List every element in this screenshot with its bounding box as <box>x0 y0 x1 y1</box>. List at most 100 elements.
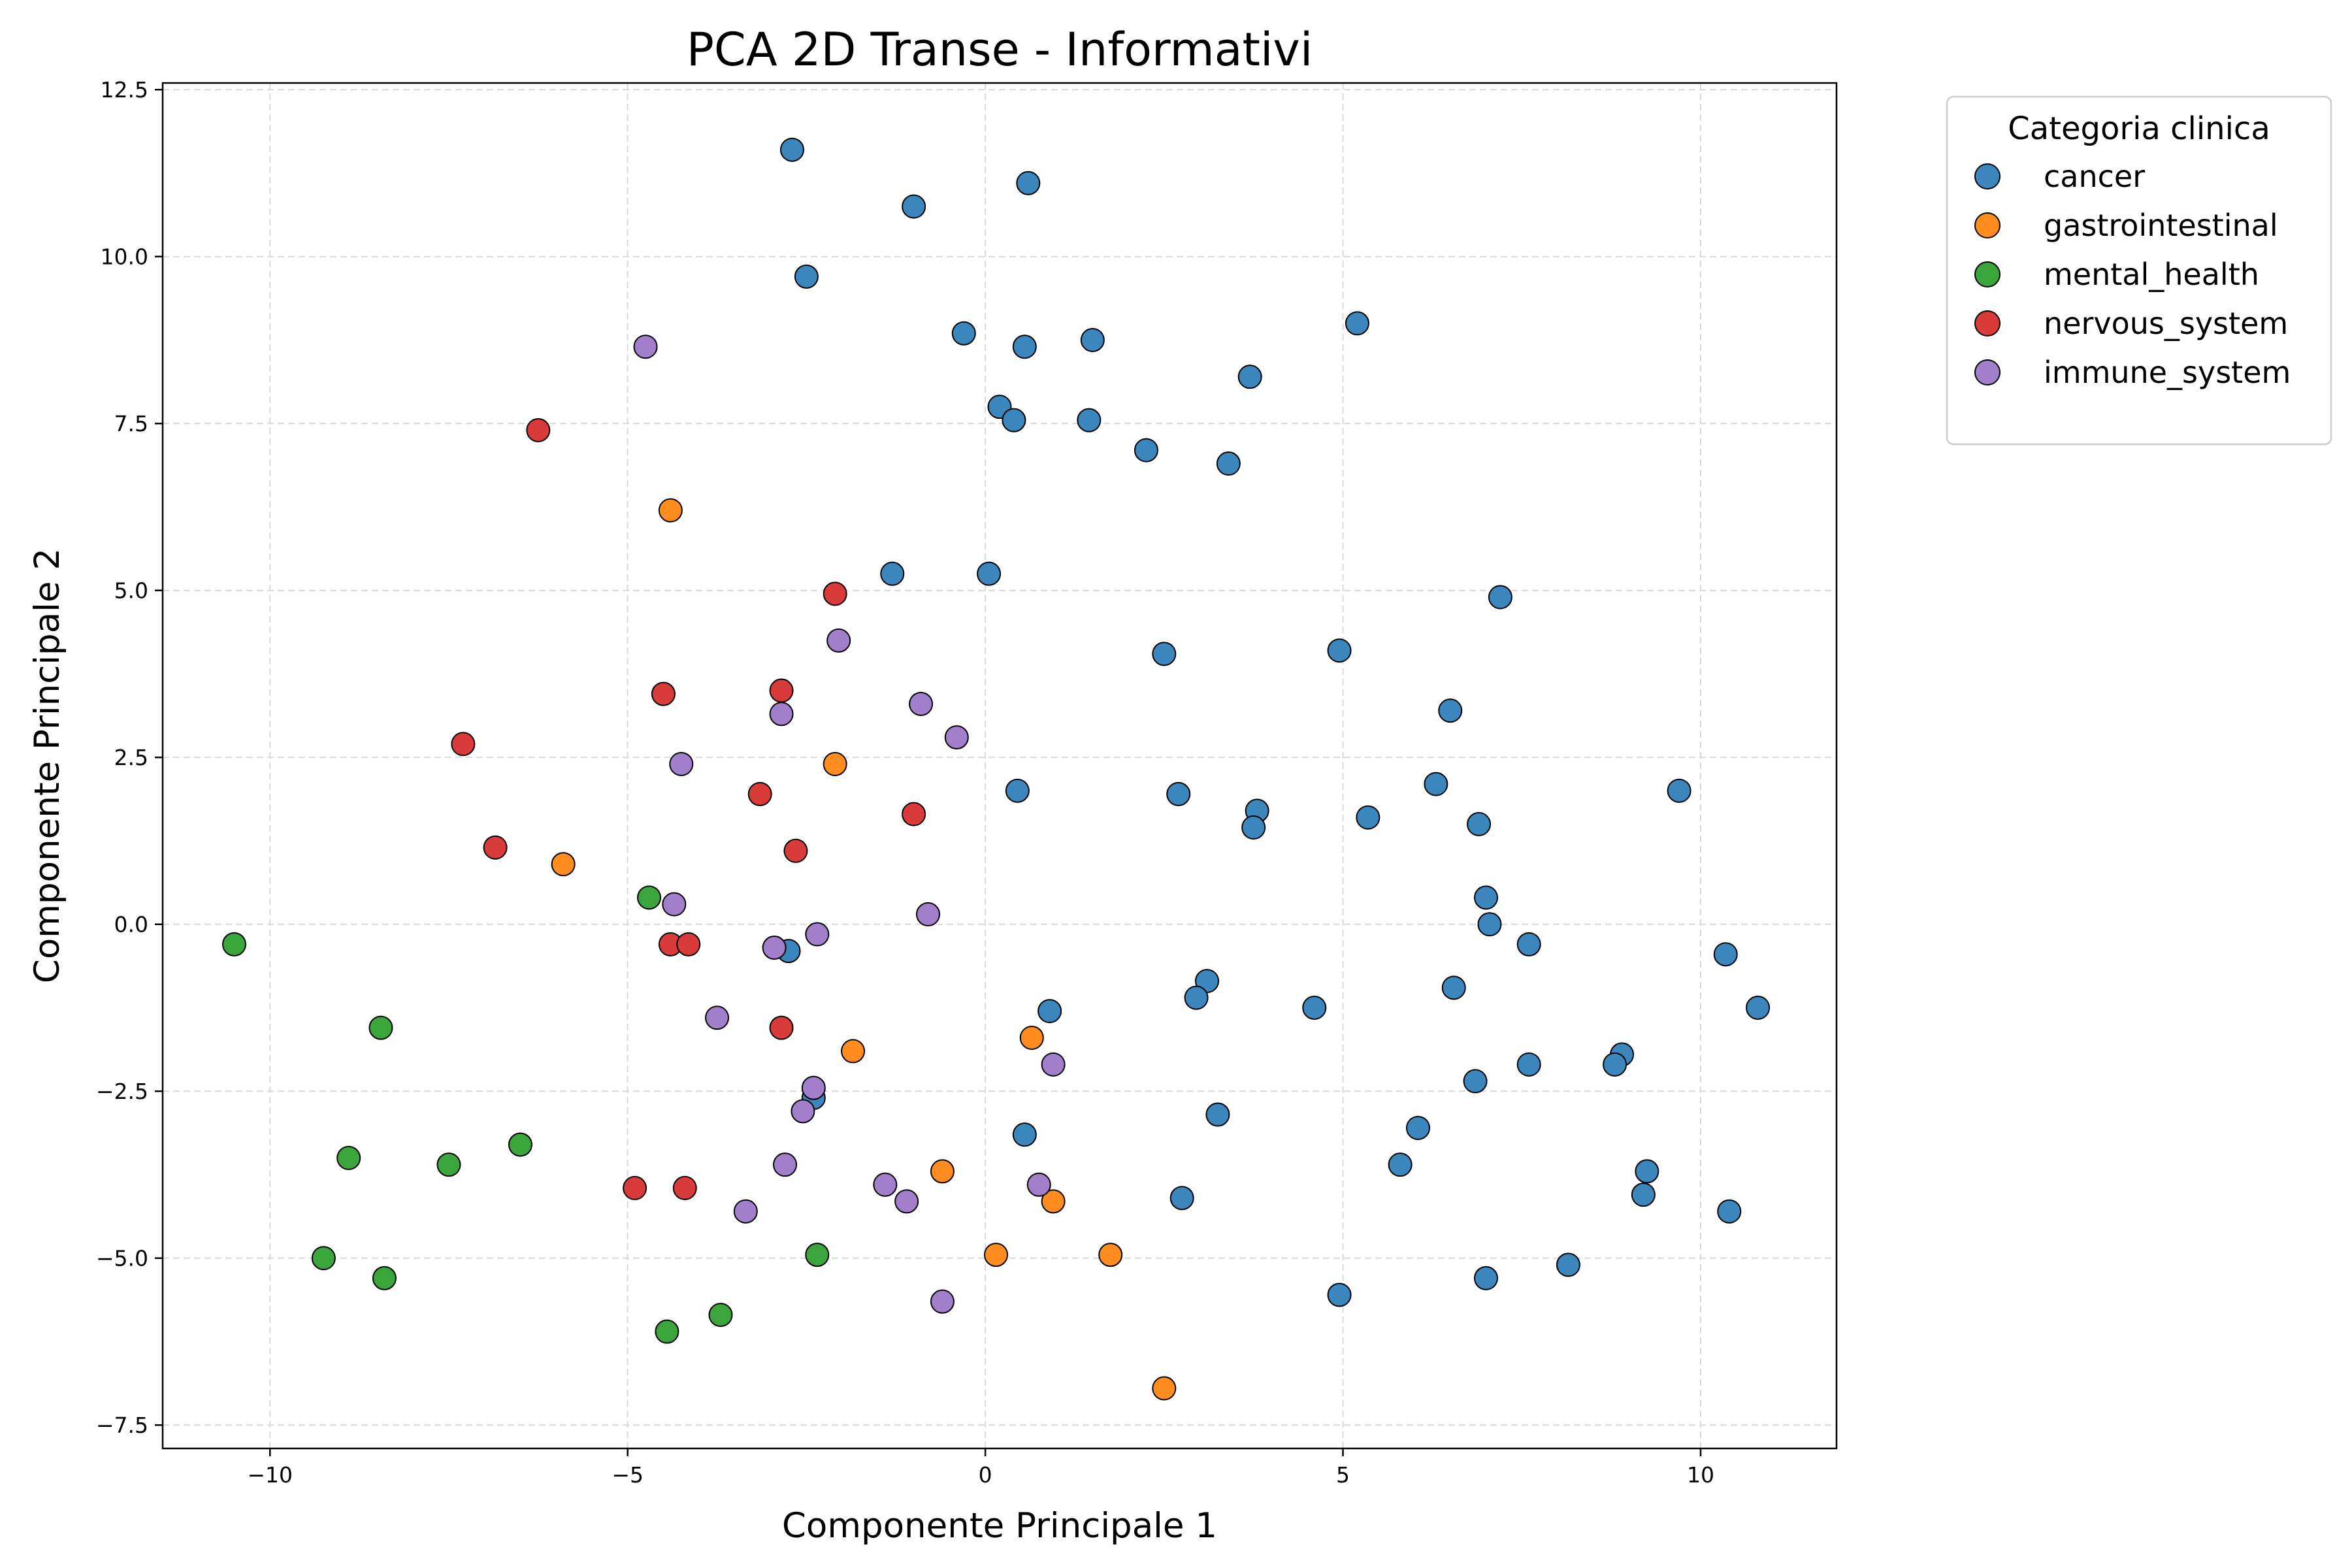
data-point <box>1388 1152 1413 1177</box>
data-point <box>873 1172 898 1197</box>
data-point <box>1098 1243 1123 1267</box>
data-point <box>658 498 683 523</box>
y-tick-label: 0.0 <box>114 912 148 938</box>
legend-marker <box>1974 212 2001 238</box>
data-point <box>336 1145 361 1170</box>
legend-marker <box>1974 359 2001 385</box>
data-point <box>526 417 551 442</box>
data-point <box>451 732 476 757</box>
data-point <box>769 678 794 703</box>
data-point <box>1026 1172 1051 1197</box>
y-axis-title: Componente Principale 2 <box>27 548 67 983</box>
data-point <box>1474 885 1499 910</box>
x-tick-label: −10 <box>247 1462 293 1488</box>
data-point <box>1746 995 1771 1020</box>
data-point <box>623 1175 647 1200</box>
data-point <box>1241 815 1266 840</box>
data-point <box>676 932 701 956</box>
data-point <box>1556 1252 1580 1277</box>
data-point <box>826 628 851 653</box>
data-point <box>977 561 1002 586</box>
data-point <box>805 1243 830 1267</box>
data-point <box>916 902 941 926</box>
data-point <box>1005 778 1030 803</box>
data-point <box>1237 365 1262 389</box>
data-point <box>1016 171 1041 195</box>
series-gastrointestinal <box>551 498 1177 1401</box>
data-point <box>773 1152 798 1177</box>
x-tick-label: 0 <box>979 1462 992 1488</box>
legend-label: gastrointestinal <box>2044 208 2278 243</box>
data-point <box>1424 772 1448 796</box>
data-point <box>1474 1266 1499 1290</box>
data-point <box>1012 1122 1037 1147</box>
legend-item-nervous_system: nervous_system <box>1974 306 2288 341</box>
y-tick-label: −2.5 <box>96 1079 148 1104</box>
data-point <box>823 751 847 776</box>
y-tick-label: 2.5 <box>114 745 148 770</box>
data-point <box>1635 1159 1659 1184</box>
data-point <box>655 1319 679 1344</box>
series-mental_health <box>221 885 830 1344</box>
data-point <box>1302 995 1327 1020</box>
legend-label: nervous_system <box>2044 306 2288 341</box>
data-point <box>909 691 934 716</box>
data-point <box>633 335 658 359</box>
data-point <box>1037 999 1062 1024</box>
data-point <box>1184 985 1209 1010</box>
plot-area-frame <box>161 82 1838 1450</box>
data-point <box>880 561 905 586</box>
data-point <box>1152 642 1177 666</box>
data-point <box>508 1132 532 1157</box>
data-point <box>1169 1186 1194 1211</box>
data-point <box>794 264 819 289</box>
data-point <box>1041 1052 1066 1077</box>
data-point <box>1205 1102 1230 1127</box>
data-point <box>1463 1069 1488 1094</box>
y-tick-label: 5.0 <box>114 578 148 604</box>
data-point <box>1134 438 1158 463</box>
y-tick-label: −7.5 <box>96 1413 148 1438</box>
data-point <box>221 932 246 956</box>
data-point <box>372 1266 397 1290</box>
y-tick-label: 7.5 <box>114 411 148 436</box>
data-point <box>805 922 830 947</box>
data-point <box>930 1289 955 1314</box>
data-point <box>984 1243 1009 1267</box>
data-point <box>1516 1052 1541 1077</box>
legend-frame <box>1946 95 2332 446</box>
data-point <box>779 137 804 162</box>
data-point <box>1603 1052 1627 1077</box>
data-point <box>1345 311 1369 336</box>
data-point <box>747 781 772 806</box>
y-tick-label: 10.0 <box>101 244 148 270</box>
data-point <box>1667 778 1691 803</box>
data-point <box>1438 698 1463 723</box>
data-point <box>902 194 926 219</box>
data-point <box>769 1015 794 1040</box>
data-point <box>1717 1199 1742 1224</box>
data-point <box>708 1303 733 1328</box>
x-tick-label: −5 <box>612 1462 644 1488</box>
legend-label: mental_health <box>2044 257 2259 292</box>
data-point <box>1356 805 1380 830</box>
data-point <box>1488 585 1512 610</box>
data-point <box>662 892 687 917</box>
data-point <box>1041 1189 1066 1214</box>
data-point <box>1441 975 1466 1000</box>
data-point <box>637 885 662 910</box>
data-point <box>1516 932 1541 956</box>
data-point <box>672 1175 697 1200</box>
x-axis-title: Componente Principale 1 <box>782 1506 1217 1546</box>
series-nervous_system <box>451 417 926 1200</box>
axis-ticks: −10 −5 0 5 10 −7.5 −5.0 −2.5 0.0 2.5 5.0 7.5 10.0 12.… <box>96 77 1714 1488</box>
data-point <box>930 1159 955 1184</box>
legend-item-cancer: cancer <box>1974 159 2145 194</box>
data-point <box>1166 781 1191 806</box>
data-point <box>1327 638 1352 663</box>
legend-item-immune_system: immune_system <box>1974 355 2291 390</box>
data-point <box>1327 1282 1352 1307</box>
legend-marker <box>1974 163 2001 189</box>
data-point <box>551 852 576 877</box>
